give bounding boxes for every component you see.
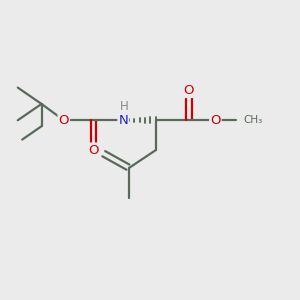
Text: O: O bbox=[88, 143, 99, 157]
Text: H: H bbox=[120, 100, 129, 113]
Text: CH₃: CH₃ bbox=[244, 115, 263, 125]
Text: O: O bbox=[183, 84, 194, 97]
Text: N: N bbox=[118, 114, 128, 127]
Text: O: O bbox=[210, 114, 220, 127]
Text: O: O bbox=[58, 114, 69, 127]
